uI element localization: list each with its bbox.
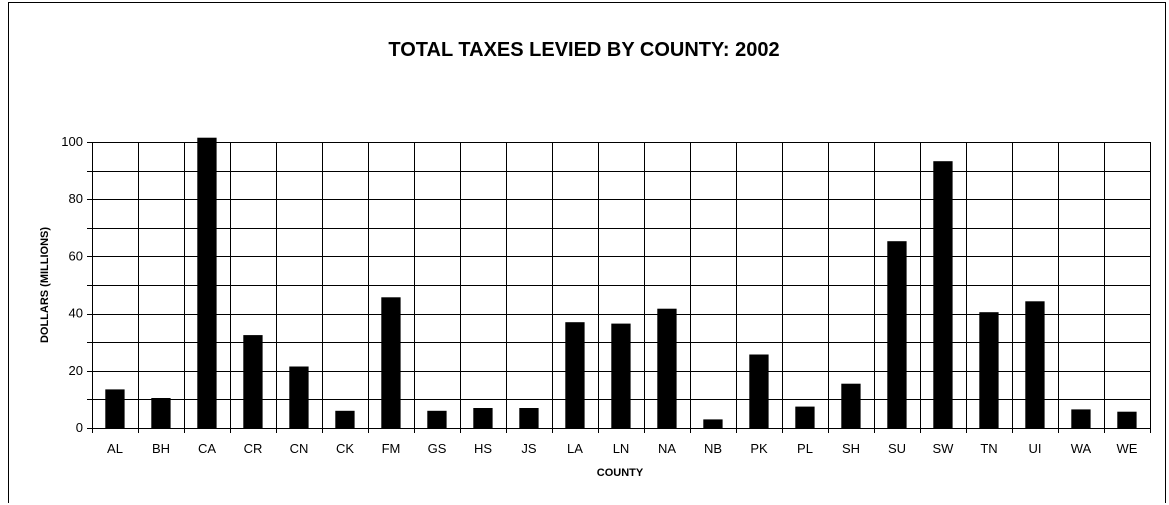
bar-ck — [335, 410, 355, 428]
x-tick-label: NB — [704, 441, 722, 456]
x-tick-label: PK — [750, 441, 768, 456]
x-tick-label: FM — [382, 441, 401, 456]
x-tick-label: CR — [244, 441, 263, 456]
bar-bh — [151, 398, 171, 428]
bar-su — [887, 241, 907, 428]
y-tick-label: 60 — [69, 248, 83, 263]
bars — [105, 137, 1137, 428]
bar-gs — [427, 410, 447, 428]
bar-la — [565, 322, 585, 428]
bar-pl — [795, 406, 815, 428]
bar-we — [1117, 411, 1137, 428]
y-tick-label: 100 — [61, 134, 83, 149]
y-tick-label: 0 — [76, 420, 83, 435]
y-axis-title: DOLLARS (MILLIONS) — [39, 227, 51, 343]
y-tick-label: 80 — [69, 191, 83, 206]
y-tick-label: 20 — [69, 363, 83, 378]
x-tick-label: SW — [933, 441, 955, 456]
x-tick-label: SU — [888, 441, 906, 456]
y-tick-label: 40 — [69, 306, 83, 321]
bar-ca — [197, 137, 217, 428]
x-tick-label: PL — [797, 441, 813, 456]
bar-nb — [703, 419, 723, 428]
bar-sw — [933, 161, 953, 428]
x-tick-label: WE — [1117, 441, 1138, 456]
x-tick-label: LN — [613, 441, 630, 456]
x-axis-title: COUNTY — [597, 467, 644, 479]
bar-pk — [749, 354, 769, 428]
x-tick-label: UI — [1029, 441, 1042, 456]
bar-hs — [473, 408, 493, 428]
x-tick-label: HS — [474, 441, 492, 456]
bar-js — [519, 408, 539, 428]
bar-sh — [841, 383, 861, 428]
bar-wa — [1071, 409, 1091, 428]
bar-cr — [243, 335, 263, 428]
x-tick-label: SH — [842, 441, 860, 456]
bar-ln — [611, 323, 631, 428]
chart-title: TOTAL TAXES LEVIED BY COUNTY: 2002 — [388, 39, 779, 61]
x-tick-label: NA — [658, 441, 676, 456]
grid — [92, 142, 1151, 428]
x-tick-label: CK — [336, 441, 354, 456]
tick-labels: 0 20 40 60 80 100 AL BH CA CR CN CK FM GS HS JS LA LN NA NB… — [61, 134, 1137, 456]
x-tick-label: JS — [521, 441, 537, 456]
bar-ui — [1025, 301, 1045, 428]
bar-al — [105, 389, 125, 428]
x-tick-label: BH — [152, 441, 170, 456]
x-tick-label: TN — [980, 441, 997, 456]
bar-tn — [979, 312, 999, 428]
x-tick-label: AL — [107, 441, 123, 456]
x-tick-label: GS — [428, 441, 447, 456]
bar-cn — [289, 366, 309, 428]
bar-fm — [381, 297, 401, 428]
chart-frame — [8, 2, 1166, 503]
x-tick-label: CN — [290, 441, 309, 456]
x-tick-label: CA — [198, 441, 216, 456]
axes — [87, 142, 1151, 433]
x-tick-label: LA — [567, 441, 583, 456]
x-tick-label: WA — [1071, 441, 1092, 456]
bar-na — [657, 308, 677, 428]
